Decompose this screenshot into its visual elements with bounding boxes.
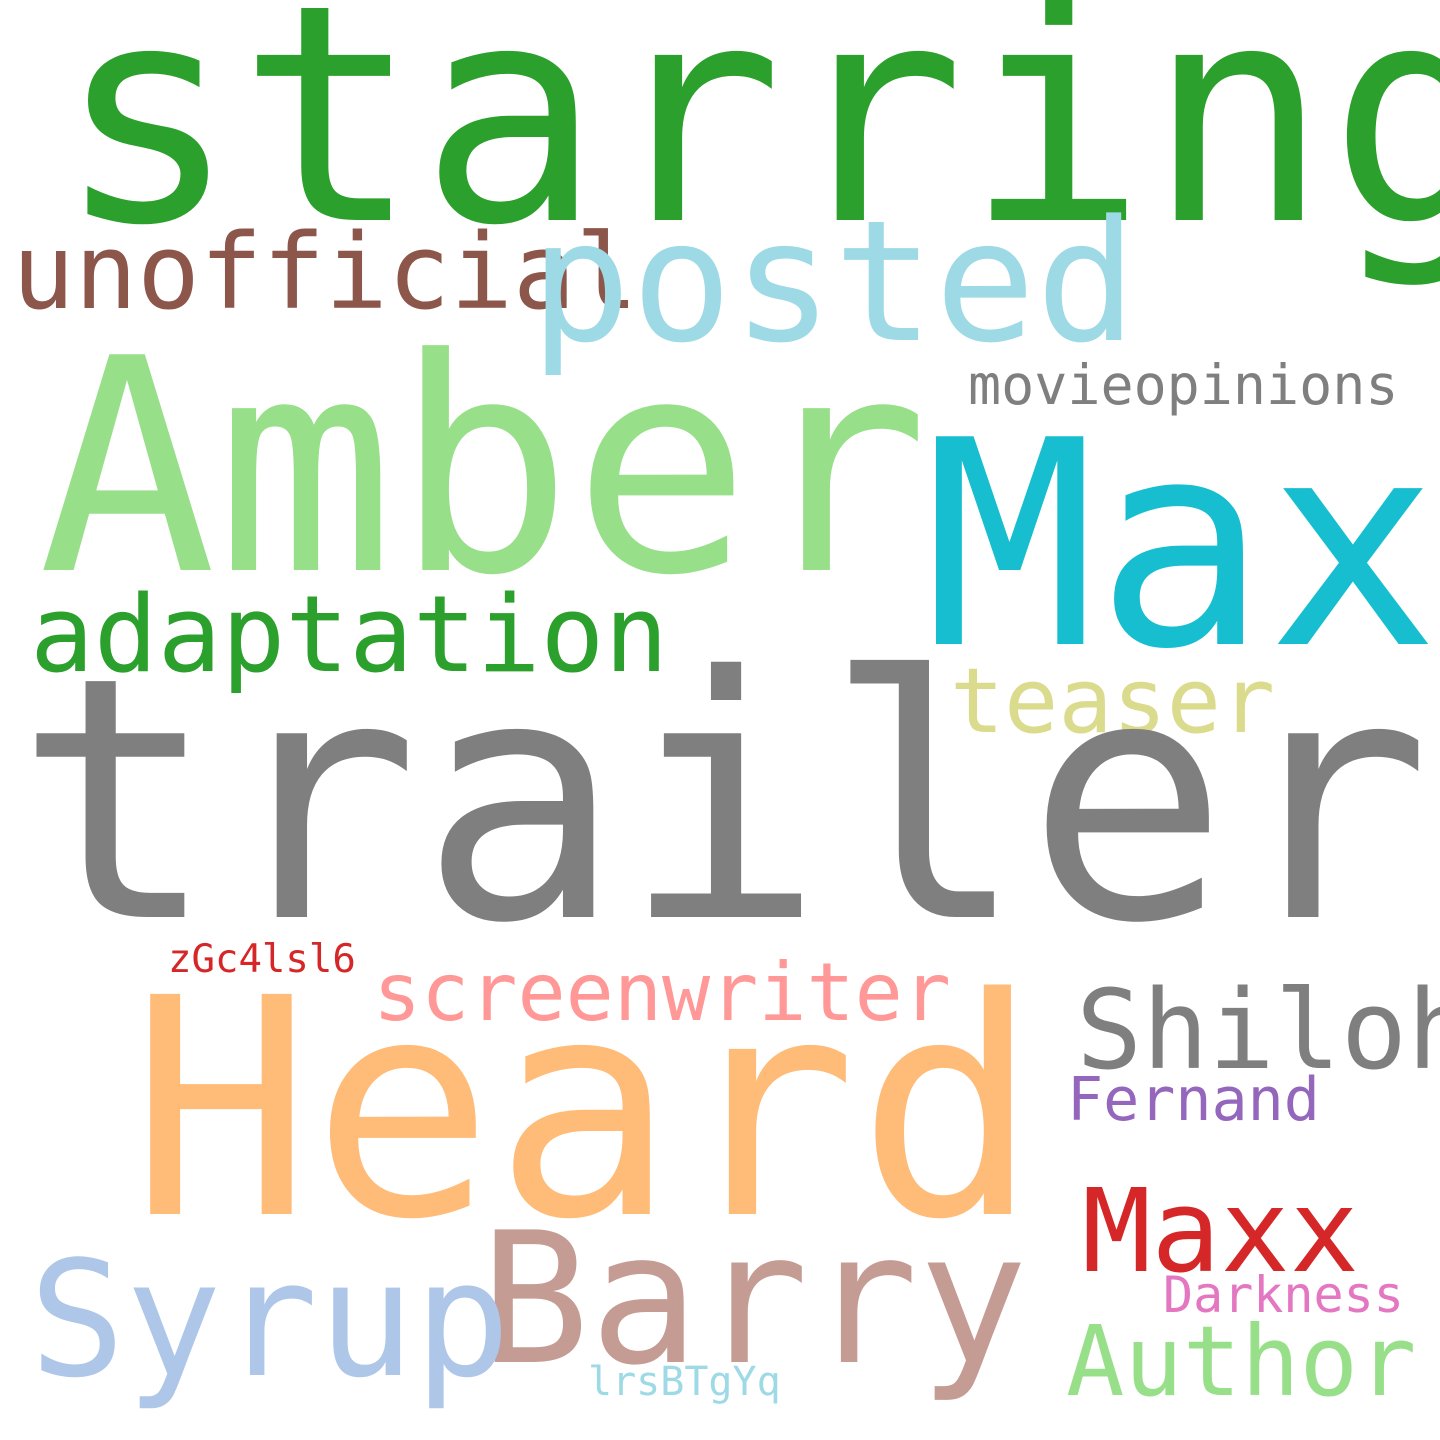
word-maxx: Maxx — [1082, 1165, 1359, 1299]
word-author: Author — [1066, 1305, 1417, 1418]
word-shiloh: Shiloh — [1076, 966, 1440, 1094]
word-amber: Amber — [38, 295, 930, 640]
word-zgc4lsl6: zGc4lsl6 — [168, 937, 356, 982]
word-fernand: Fernand — [1067, 1065, 1320, 1135]
word-screenwriter: screenwriter — [373, 946, 951, 1039]
word-adaptation: adaptation — [30, 573, 669, 696]
word-unofficial: unofficial — [12, 211, 639, 333]
word-heard: Heard — [130, 935, 1040, 1286]
word-posted: posted — [530, 184, 1137, 380]
word-darkness: Darkness — [1163, 1266, 1404, 1324]
word-max: Max — [924, 380, 1439, 712]
word-lrsbtgyq: lrsBTgYq — [588, 1359, 781, 1405]
word-movieopinions: movieopinions — [968, 353, 1399, 417]
word-starring: starring — [56, 0, 1440, 292]
word-barry: Barry — [480, 1193, 1028, 1405]
word-teaser: teaser — [950, 649, 1276, 754]
word-syrup: Syrup — [29, 1226, 511, 1413]
word-trailer: trailer — [15, 606, 1432, 997]
